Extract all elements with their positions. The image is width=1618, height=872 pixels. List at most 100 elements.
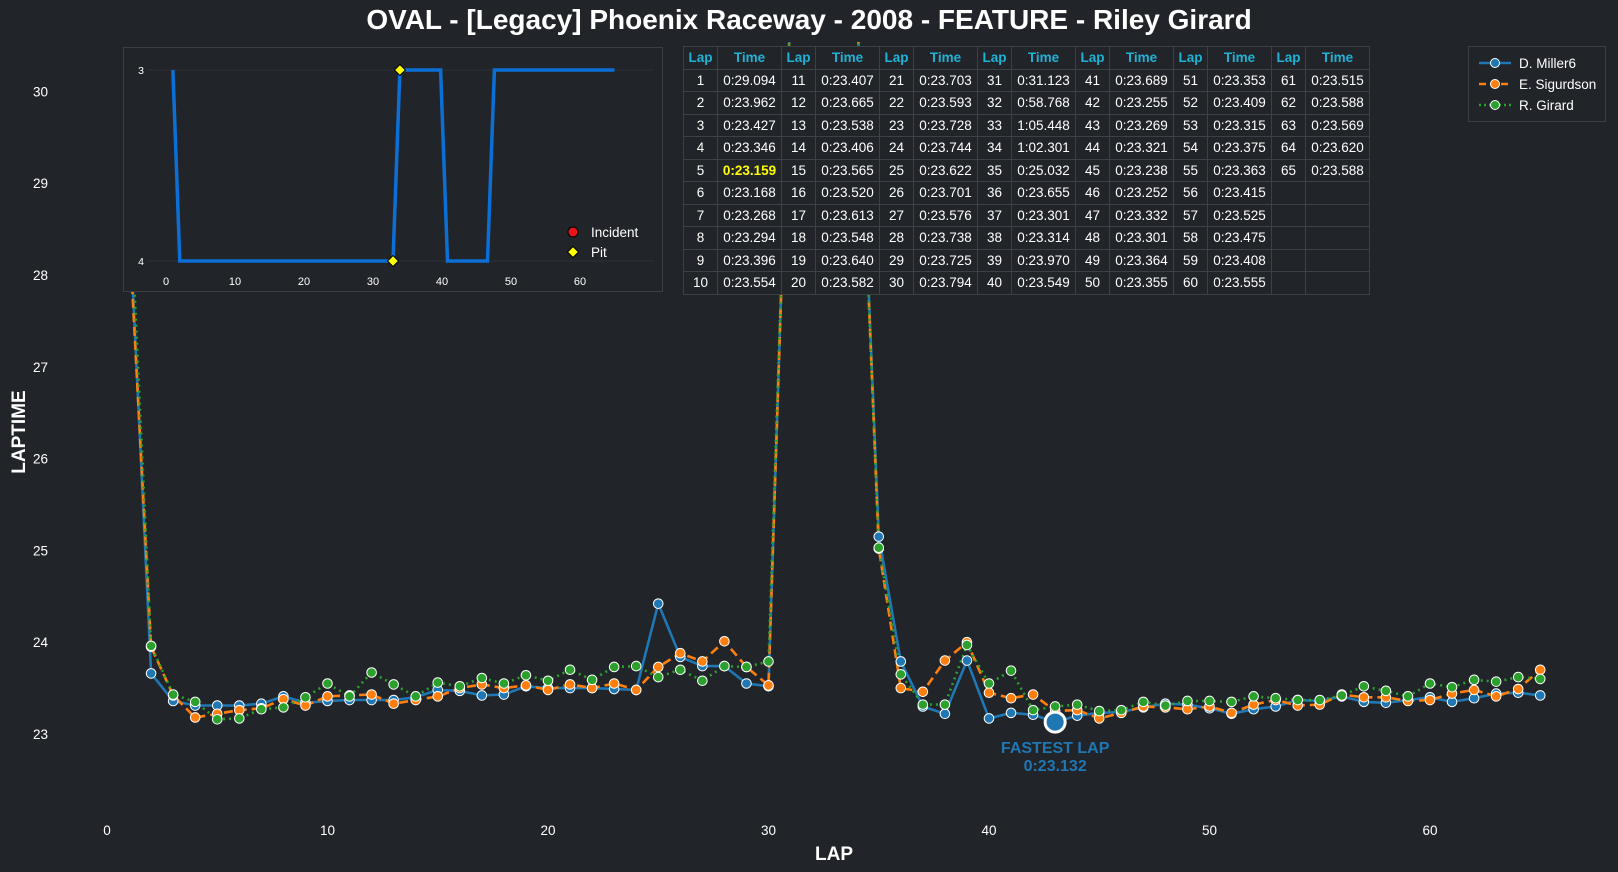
lap-number-cell: 46: [1075, 181, 1110, 205]
lap-time-cell: 0:23.415: [1207, 181, 1272, 205]
data-point: [1468, 684, 1480, 696]
series-line-1: [127, 42, 1542, 720]
lap-time-cell: 0:23.408: [1207, 248, 1272, 272]
data-point: [895, 682, 907, 694]
inset-x-tick-label: 30: [367, 276, 379, 288]
lap-time-cell: [1305, 226, 1370, 250]
y-axis-ticks: 23 24 25 26 27 28 29 30: [33, 84, 49, 742]
lap-number-cell: 48: [1075, 226, 1110, 250]
lap-number-cell: [1271, 226, 1306, 250]
lap-number-cell: 32: [977, 91, 1012, 115]
lap-number-cell: 31: [977, 68, 1012, 92]
data-point: [917, 699, 929, 710]
lap-time-cell: 0:23.346: [717, 136, 782, 160]
inset-legend-label: Incident: [591, 225, 639, 240]
data-point: [211, 714, 223, 725]
x-tick-label: 0: [103, 823, 111, 838]
data-point: [1534, 664, 1546, 676]
lap-number-cell: 20: [781, 271, 816, 295]
data-point: [1226, 707, 1237, 719]
position-line: [171, 68, 615, 263]
data-point: [675, 664, 686, 676]
lap-time-cell: [1305, 181, 1370, 205]
data-point: [1380, 685, 1392, 697]
fastest-lap-marker: [1043, 710, 1067, 734]
data-point: [895, 669, 907, 680]
legend-swatch-blue: [1479, 58, 1511, 68]
data-point: [189, 712, 201, 723]
data-point: [939, 655, 951, 666]
lap-number-cell: 47: [1075, 203, 1110, 227]
data-point: [432, 691, 444, 702]
lap-number-cell: 64: [1271, 136, 1306, 160]
y-tick-label: 29: [33, 176, 48, 191]
data-point: [1314, 694, 1326, 706]
lap-number-cell: 19: [781, 248, 816, 272]
lap-number-cell: 39: [977, 248, 1012, 272]
data-point: [145, 668, 157, 679]
lap-number-cell: 27: [879, 203, 914, 227]
lap-time-cell: 0:23.332: [1109, 203, 1174, 227]
legend-label: D. Miller6: [1519, 55, 1577, 71]
lap-number-cell: 58: [1173, 226, 1208, 250]
data-point: [1248, 691, 1259, 702]
lap-number-cell: 24: [879, 136, 914, 160]
lap-time-table: Lap Time Lap Time Lap Time Lap Time Lap Time Lap Ti…: [683, 46, 1370, 295]
lap-number-cell: 15: [781, 158, 816, 182]
lap-number-cell: 56: [1173, 181, 1208, 205]
data-point: [145, 640, 157, 652]
lap-number-cell: 55: [1173, 158, 1208, 182]
lap-time-cell: 0:23.238: [1109, 158, 1174, 182]
lap-number-cell: 25: [879, 158, 914, 182]
data-point: [520, 680, 532, 691]
legend-item-girard: R. Girard: [1479, 95, 1574, 115]
lap-number-cell: [1271, 203, 1306, 227]
lap-time-cell: 0:23.689: [1109, 68, 1174, 92]
lap-column-header: Lap: [683, 46, 718, 70]
data-point: [1358, 680, 1370, 692]
pit-marker: [393, 63, 407, 77]
lap-time-cell: 0:23.353: [1207, 68, 1272, 92]
lap-time-cell: [1305, 203, 1370, 227]
data-point: [873, 531, 885, 542]
lap-number-cell: 43: [1075, 113, 1110, 137]
x-tick-label: 50: [1202, 823, 1217, 838]
data-point: [1226, 696, 1237, 708]
data-point: [542, 675, 554, 687]
lap-time-cell: 0:23.375: [1207, 136, 1272, 160]
lap-number-cell: 14: [781, 136, 816, 160]
lap-number-cell: 60: [1173, 271, 1208, 295]
data-point: [520, 669, 532, 681]
table-row: 6 0:23.168 16 0:23.520 26 0:23.701 36 0:23.655 4…: [683, 181, 1370, 205]
x-tick-label: 40: [981, 823, 996, 838]
x-tick-label: 20: [540, 823, 555, 838]
lap-time-cell: 1:02.301: [1011, 136, 1076, 160]
data-point: [498, 678, 510, 689]
data-point: [1049, 701, 1061, 712]
data-point: [608, 661, 620, 673]
data-point: [1071, 699, 1083, 710]
lap-time-cell: 0:23.475: [1207, 226, 1272, 250]
data-point: [719, 635, 730, 647]
time-column-header: Time: [815, 46, 880, 70]
legend-swatch-orange: [1479, 79, 1511, 89]
table-row: 5 0:23.159 15 0:23.565 25 0:23.622 35 0:25.032 4…: [683, 158, 1370, 182]
data-point: [388, 679, 399, 690]
lap-number-cell: 10: [683, 271, 718, 295]
data-point: [741, 661, 752, 673]
data-point: [719, 660, 730, 672]
lap-number-cell: 5: [683, 158, 718, 182]
data-point: [1160, 700, 1171, 711]
x-tick-label: 60: [1422, 823, 1437, 838]
lap-time-cell: 0:23.970: [1011, 248, 1076, 272]
time-column-header: Time: [1011, 46, 1076, 70]
lap-time-cell: 0:23.409: [1207, 91, 1272, 115]
data-point: [1402, 691, 1414, 702]
y-tick-label: 30: [33, 84, 48, 99]
data-point: [961, 639, 973, 651]
data-point: [1005, 665, 1017, 676]
data-point: [344, 691, 355, 702]
lap-number-cell: 26: [879, 181, 914, 205]
data-point: [983, 678, 995, 689]
lap-number-cell: 63: [1271, 113, 1306, 137]
